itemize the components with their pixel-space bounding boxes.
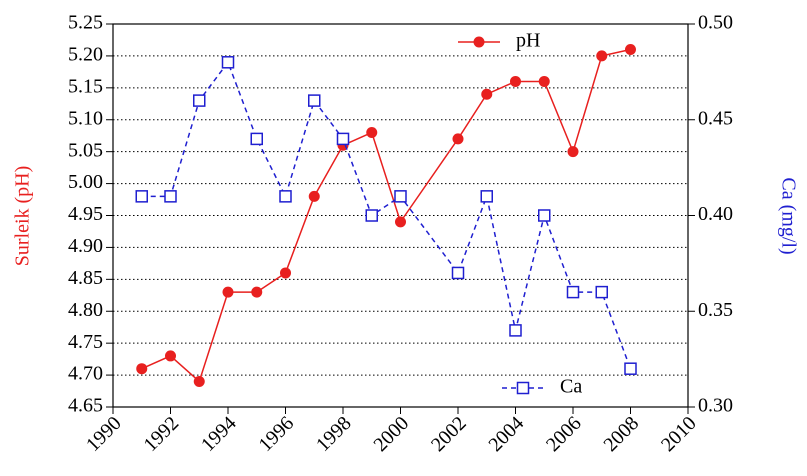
y-tick-label: 5.15 (68, 75, 103, 97)
legend-marker (516, 381, 530, 395)
marker (193, 375, 205, 387)
y2-tick-label: 0.30 (698, 395, 733, 417)
marker (280, 267, 291, 279)
marker (595, 285, 608, 299)
y-tick-label: 4.95 (68, 203, 103, 225)
y-tick-label: 5.00 (68, 171, 103, 193)
marker (193, 94, 206, 107)
marker (509, 324, 522, 337)
x-tick-label: 2002 (427, 412, 471, 456)
x-tick-label: 1990 (82, 412, 126, 456)
y2-tick-label: 0.45 (698, 107, 733, 129)
legend-label: pH (516, 30, 540, 52)
x-tick-label: 2010 (657, 412, 701, 456)
marker (395, 216, 406, 228)
marker (250, 132, 263, 146)
marker (165, 350, 176, 362)
marker (567, 146, 579, 158)
y-tick-label: 4.85 (68, 267, 103, 289)
marker (452, 133, 464, 145)
x-tick-label: 1992 (139, 412, 183, 456)
x-tick-label: 2008 (599, 412, 643, 456)
marker (164, 190, 177, 203)
y2-tick-label: 0.50 (698, 12, 733, 34)
marker (365, 209, 378, 222)
marker (538, 75, 550, 87)
y-tick-label: 5.25 (68, 12, 103, 34)
marker (624, 362, 637, 375)
y-tick-label: 4.65 (68, 395, 103, 417)
marker (451, 266, 465, 280)
y-tick-label: 5.05 (68, 139, 103, 161)
marker (510, 75, 521, 87)
marker (308, 94, 321, 107)
y-tick-label: 4.80 (68, 299, 103, 321)
y-tick-label: 4.70 (68, 363, 103, 385)
plot-frame (112, 23, 689, 408)
marker (480, 190, 493, 203)
marker (136, 363, 148, 375)
y-tick-label: 4.90 (68, 235, 103, 257)
marker (336, 132, 350, 146)
marker (308, 190, 320, 202)
marker (366, 127, 378, 139)
marker (566, 285, 580, 299)
y2-axis-label: Ca (mg/l) (777, 177, 799, 254)
marker (394, 190, 407, 203)
marker (279, 190, 292, 203)
y2-tick-label: 0.35 (698, 299, 733, 321)
x-tick-label: 2006 (542, 412, 586, 456)
marker (222, 286, 234, 298)
marker (625, 44, 636, 56)
x-tick-label: 1994 (197, 412, 241, 456)
marker (596, 50, 608, 62)
y-tick-label: 5.20 (68, 44, 103, 66)
marker (135, 190, 148, 203)
marker (251, 286, 263, 298)
y-tick-label: 5.10 (68, 107, 103, 129)
marker (221, 56, 235, 69)
y-axis-label: Surleik (pH) (12, 166, 34, 267)
marker (481, 88, 493, 100)
x-tick-label: 1996 (254, 412, 298, 456)
marker (538, 209, 551, 222)
x-tick-label: 2000 (369, 412, 413, 456)
y-tick-label: 4.75 (68, 331, 103, 353)
y2-tick-label: 0.40 (698, 203, 733, 225)
legend-label: Ca (560, 376, 582, 398)
legend-marker (473, 36, 485, 48)
x-tick-label: 2004 (484, 412, 528, 456)
x-tick-label: 1998 (312, 412, 356, 456)
